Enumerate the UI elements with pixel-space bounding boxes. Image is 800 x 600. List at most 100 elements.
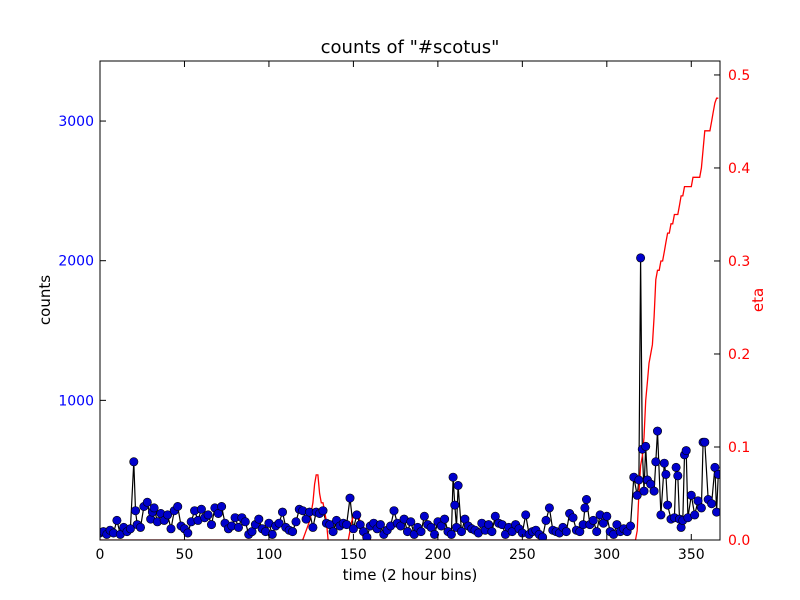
counts-point	[166, 524, 176, 534]
counts-point	[328, 527, 338, 537]
counts-point	[125, 524, 135, 534]
counts-point	[707, 499, 717, 509]
counts-point	[362, 532, 372, 540]
y-tick-label-left: 3000	[58, 114, 94, 130]
counts-point	[544, 503, 554, 513]
counts-point	[234, 522, 244, 532]
counts-point	[561, 527, 571, 537]
counts-point	[173, 501, 183, 511]
x-tick-label: 150	[340, 547, 367, 563]
counts-point	[345, 493, 355, 503]
counts-point	[712, 507, 720, 517]
counts-point	[639, 486, 649, 496]
counts-point	[416, 527, 426, 537]
counts-point	[291, 517, 301, 527]
counts-point	[254, 514, 264, 524]
counts-point	[641, 441, 651, 451]
x-tick-label: 0	[96, 547, 105, 563]
y-tick-label-left: 2000	[58, 254, 94, 270]
counts-point	[713, 469, 720, 479]
counts-point	[240, 517, 250, 527]
counts-point	[149, 503, 159, 513]
counts-point	[568, 513, 578, 523]
counts-point	[406, 517, 416, 527]
y-axis-label-right: eta	[749, 288, 767, 312]
y-axis-label-left: counts	[36, 275, 54, 325]
counts-point	[136, 522, 146, 532]
counts-point	[696, 503, 706, 513]
x-tick-label: 200	[425, 547, 452, 563]
counts-point	[541, 515, 551, 525]
plot-frame	[99, 60, 721, 541]
counts-point	[131, 506, 141, 516]
y-tick-label-right: 0.0	[728, 533, 750, 549]
counts-point	[686, 490, 696, 500]
x-tick-label: 300	[593, 547, 620, 563]
counts-point	[453, 480, 463, 490]
counts-point	[375, 520, 385, 530]
y-tick-label-left: 1000	[58, 393, 94, 409]
counts-point	[129, 457, 139, 467]
counts-point	[625, 521, 635, 531]
y-tick-label-right: 0.1	[728, 440, 750, 456]
counts-point	[636, 253, 646, 263]
counts-point	[308, 522, 318, 532]
counts-point	[419, 511, 429, 521]
counts-point	[440, 514, 450, 524]
counts-point	[521, 510, 531, 520]
counts-point	[487, 527, 497, 537]
y-axis-right: 0.0 0.1 0.2 0.3 0.4 0.5	[714, 68, 750, 549]
counts-point	[352, 510, 362, 520]
y-tick-label-right: 0.3	[728, 254, 750, 270]
counts-point	[207, 520, 217, 530]
x-tick-label: 100	[256, 547, 283, 563]
counts-point	[700, 437, 710, 447]
counts-point	[112, 515, 122, 525]
x-axis: 0 50 100 150 200 250 300 350	[96, 61, 705, 563]
counts-point	[656, 510, 666, 520]
counts-point	[634, 475, 644, 485]
counts-point	[681, 446, 691, 456]
counts-point	[183, 528, 193, 538]
counts-point	[671, 462, 681, 472]
counts-point	[663, 500, 673, 510]
counts-point	[690, 510, 700, 520]
counts-point	[588, 515, 598, 525]
counts-point	[429, 529, 439, 539]
counts-point	[450, 500, 460, 510]
counts-point	[661, 469, 671, 479]
counts-point	[196, 504, 206, 514]
counts-point	[142, 497, 152, 507]
counts-point	[203, 510, 213, 520]
counts-point	[649, 486, 659, 496]
counts-point	[348, 524, 358, 534]
counts-point	[673, 471, 683, 481]
counts-point	[652, 426, 662, 436]
plot-area	[100, 97, 720, 540]
counts-point	[217, 501, 227, 511]
counts-point	[651, 457, 661, 467]
counts-point	[288, 527, 298, 537]
x-tick-label: 250	[509, 547, 536, 563]
counts-point	[632, 490, 642, 500]
counts-point	[659, 458, 669, 468]
counts-point	[456, 527, 466, 537]
counts-point	[538, 532, 548, 540]
counts-point	[267, 529, 277, 539]
x-tick-label: 50	[176, 547, 194, 563]
y-axis-left: 1000 2000 3000	[58, 114, 106, 409]
y-tick-label-right: 0.5	[728, 68, 750, 84]
counts-point	[274, 518, 284, 528]
counts-point	[602, 511, 612, 521]
y-tick-label-right: 0.4	[728, 161, 750, 177]
counts-point	[592, 527, 602, 537]
counts-point	[580, 503, 590, 513]
counts-point	[448, 472, 458, 482]
counts-point	[581, 494, 591, 504]
counts-point	[163, 510, 173, 520]
eta-series-line	[100, 97, 719, 540]
x-axis-label: time (2 hour bins)	[343, 566, 478, 584]
counts-point	[277, 507, 287, 517]
